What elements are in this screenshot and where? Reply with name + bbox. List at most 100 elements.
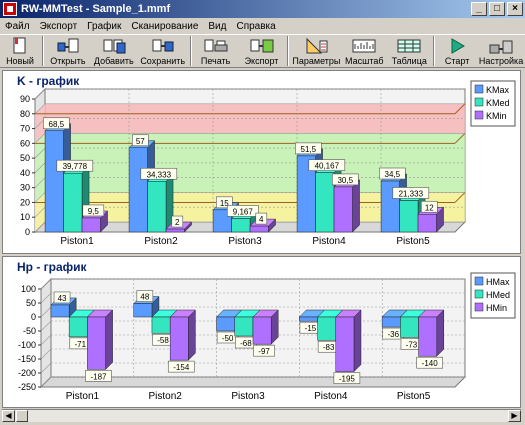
k-chart-data-label: 21,333 [399,189,424,198]
k-chart-data-label: 30,5 [337,176,353,185]
k-chart-title: K - график [17,74,80,88]
hp-chart-x-tick-label: Piston5 [397,391,431,402]
k-chart-data-label: 4 [259,215,264,224]
hp-chart-bar-HMin-Piston5 [418,316,438,357]
k-chart-data-label-box [216,196,233,209]
k-chart-data-label: 9,167 [233,207,254,216]
menu-view[interactable]: Вид [208,20,227,32]
k-chart-grid-side [34,207,46,218]
parameters-button[interactable]: Параметры [291,35,341,66]
menu-scan[interactable]: Сканирование [131,20,199,32]
k-chart-data-label: 15 [220,199,229,208]
k-chart-grid-side [34,221,46,233]
k-chart: 0 10 20 30 40 50 60 70 80 90 68,5 39,778 9,5 Piston1 5… [20,80,516,247]
k-chart-data-label: 12 [425,203,434,212]
open-button[interactable]: Открыть [46,35,90,66]
hp-chart-bar-HMed-Piston4 [317,316,337,341]
k-chart-data-label: 51,5 [301,145,317,154]
hp-chart-grid-side [40,376,52,388]
menu-chart[interactable]: График [87,20,122,32]
title-bar: RW-MMTest - Sample_1.mmf _ □ × [0,0,525,18]
new-button[interactable]: Новый [0,35,40,66]
menu-bar: Файл Экспорт График Сканирование Вид Спр… [0,18,525,34]
k-chart-data-label-box [132,134,149,147]
menu-help[interactable]: Справка [236,20,276,32]
export-icon [250,39,273,53]
export-button[interactable]: Экспорт [238,35,286,66]
k-chart-panel: K - график 0 10 20 30 40 50 60 70 80 90 68,5 39,778… [2,70,521,254]
hp-chart-data-label-box [167,360,195,373]
scroll-left-button[interactable]: ◀ [2,410,15,422]
hp-chart-grid-side [40,362,52,374]
k-chart-y-tick-label: 20 [20,197,30,207]
k-chart-band-edge-r-1 [454,132,466,144]
scroll-thumb[interactable] [16,410,28,422]
maximize-button[interactable]: □ [489,2,505,16]
k-chart-bar-KMed-Piston5 [399,200,419,233]
print-icon [204,39,228,52]
table-icon [397,39,421,53]
hp-chart-data-label-box [333,372,361,384]
print-button[interactable]: Печать [194,35,238,66]
k-chart-x-tick-label: Piston1 [60,236,94,247]
k-chart-x-tick-label: Piston5 [396,236,430,247]
k-chart-bar-KMin-Piston2 [165,228,185,233]
hp-chart-panel: Hp - график -250 -200 -150 -100 -50 0 50 100 43-… [2,256,521,408]
hp-chart-data-label: -71 [74,340,86,349]
k-chart-bar-KMed-Piston3 [231,218,251,233]
k-chart-data-label-box [379,167,406,180]
hp-chart-bar-HMax-Piston1 [50,304,70,318]
k-chart-data-label: 57 [136,137,145,146]
hp-chart-legend-label: HMin [486,303,507,313]
menu-file[interactable]: Файл [5,20,30,32]
k-chart-data-label: 2 [175,218,180,227]
k-chart-bar-KMin-Piston5 [417,214,437,233]
hp-chart-bar-side [353,309,362,373]
horizontal-scrollbar[interactable]: ◀ ▶ [2,409,521,422]
save-icon [152,39,174,52]
scale-button[interactable]: Масштаб [341,35,387,66]
k-chart-bar-KMin-Piston3 [249,225,269,233]
k-chart-data-label: 39,778 [63,162,88,171]
menu-export[interactable]: Экспорт [39,20,78,32]
k-chart-data-label: 40,167 [315,162,340,171]
settings-icon [489,40,513,54]
close-button[interactable]: × [507,2,523,16]
table-button[interactable]: Таблица [387,35,431,66]
hp-chart-data-label: -36 [387,330,399,339]
hp-chart-data-label: 43 [58,294,67,303]
k-chart-legend-label: KMin [486,111,507,121]
save-button[interactable]: Сохранить [138,35,188,66]
hp-chart-data-label: -83 [323,343,335,352]
start-icon [451,38,466,54]
app-icon [3,2,17,16]
hp-chart-legend-swatch [474,289,484,299]
hp-chart-data-label: -97 [258,347,270,356]
hp-chart-data-label: -140 [422,359,439,368]
hp-chart-y-tick-label: 0 [31,312,36,322]
k-chart-legend-swatch [474,110,484,120]
hp-chart-data-label-box [85,370,112,382]
open-icon [57,38,79,53]
hp-chart-legend-label: HMed [486,290,510,300]
hp-chart-data-label: -195 [339,375,356,384]
hp-chart-bar-HMax-Piston2 [133,303,153,318]
hp-chart-data-label: 48 [140,293,149,302]
k-chart-y-tick-label: 0 [25,227,30,237]
add-button[interactable]: Добавить [90,35,138,66]
start-button[interactable]: Старт [437,35,477,66]
hp-chart-bar-HMax-Piston3 [216,316,236,332]
hp-chart-y-tick-label: 50 [26,298,36,308]
k-chart-legend-swatch [474,84,484,94]
settings-button[interactable]: Настройка [477,35,525,66]
hp-chart-y-tick-label: -200 [18,368,36,378]
hp-chart-data-label: -73 [406,340,418,349]
k-chart-data-label-box [56,159,94,172]
k-chart-legend-label: KMax [486,85,510,95]
hp-chart-bar-HMin-Piston1 [87,316,106,370]
minimize-button[interactable]: _ [471,2,487,16]
hp-chart-x-tick-label: Piston4 [314,391,348,402]
scroll-right-button[interactable]: ▶ [508,410,521,422]
hp-chart-x-tick-label: Piston2 [149,391,183,402]
window-title: RW-MMTest - Sample_1.mmf [21,3,171,15]
